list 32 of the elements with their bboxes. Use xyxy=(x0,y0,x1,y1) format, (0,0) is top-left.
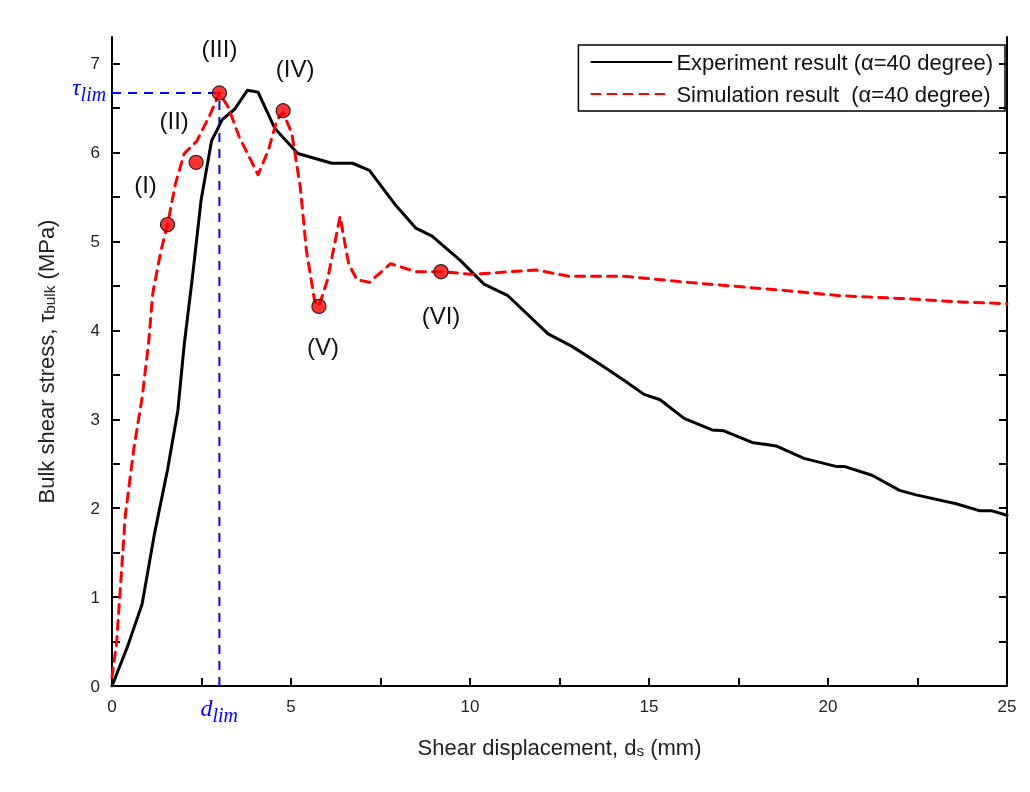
x-axis-title: Shear displacement, ds (mm) xyxy=(417,734,702,760)
annotation: (IV) xyxy=(275,55,315,83)
y-tick-label: 1 xyxy=(90,587,100,607)
point xyxy=(433,264,449,280)
y-tick-label: 6 xyxy=(90,143,100,163)
annotation: (III) xyxy=(201,34,238,62)
x-tick-label: 15 xyxy=(639,697,659,716)
legend-label: Experiment result (α=40 degree) xyxy=(676,49,993,75)
x-tick-label: 20 xyxy=(818,697,838,716)
legend-label: Simulation result (α=40 degree) xyxy=(676,81,991,107)
annotation: (VI) xyxy=(421,302,461,330)
annotation: (I) xyxy=(134,171,157,199)
point xyxy=(159,216,176,233)
y-axis-title: Bulk shear stress, τbulk (MPa) xyxy=(33,219,59,504)
x-tick-label: 0 xyxy=(107,697,117,716)
y-tick-label: 7 xyxy=(90,54,100,74)
y-tick-label: 5 xyxy=(90,231,100,251)
point xyxy=(311,298,327,314)
point xyxy=(211,85,227,101)
y-tick-label: 2 xyxy=(90,498,100,518)
y-tick-label: 0 xyxy=(90,676,100,696)
point xyxy=(188,154,204,170)
x-tick-label: 25 xyxy=(997,697,1017,716)
x-tick-label: 5 xyxy=(286,697,296,716)
annotation: (II) xyxy=(159,106,189,134)
ref-line-label: d$_{lim}$ xyxy=(200,694,238,726)
x-tick-label: 10 xyxy=(460,697,480,716)
point xyxy=(275,103,291,119)
ref-line-label: τ$_{lim}$ xyxy=(72,73,107,105)
y-tick-label: 3 xyxy=(90,409,100,429)
annotation: (V) xyxy=(306,332,339,360)
y-tick-label: 4 xyxy=(90,320,100,340)
